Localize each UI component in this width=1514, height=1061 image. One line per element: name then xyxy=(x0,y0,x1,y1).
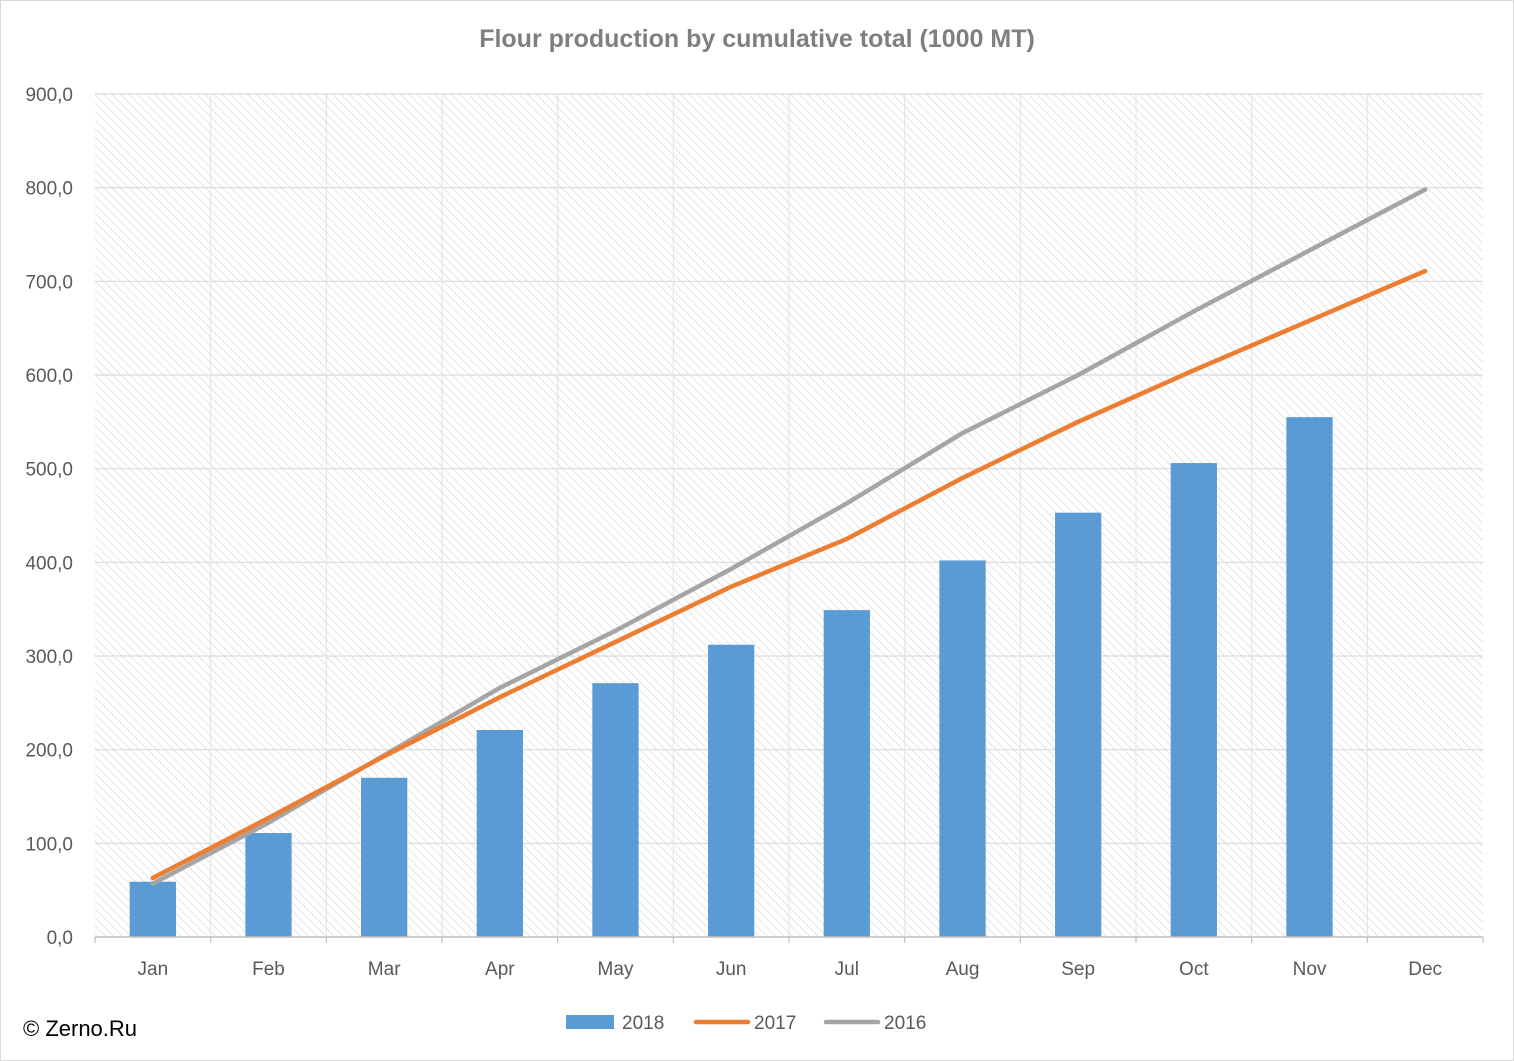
y-tick-label: 200,0 xyxy=(25,741,73,762)
x-tick-label: Apr xyxy=(485,959,515,980)
legend-label-2016: 2016 xyxy=(884,1013,926,1034)
y-tick-label: 0,0 xyxy=(47,928,73,949)
bar-2018 xyxy=(361,777,408,937)
bar-2018 xyxy=(1055,512,1102,937)
bar-2018 xyxy=(939,560,986,937)
legend-item-2018: 2018 xyxy=(566,1013,664,1034)
legend-label-2017: 2017 xyxy=(754,1013,796,1034)
bar-2018 xyxy=(129,881,176,937)
legend-swatch-2018 xyxy=(566,1015,614,1029)
y-tick-label: 100,0 xyxy=(25,834,73,855)
legend-item-2016: 2016 xyxy=(823,1013,926,1034)
line-2017 xyxy=(150,268,1428,881)
x-tick-label: Feb xyxy=(252,959,285,980)
legend-label-2018: 2018 xyxy=(622,1013,664,1034)
bar-2018 xyxy=(1170,463,1217,937)
legend-item-2017: 2017 xyxy=(693,1013,796,1034)
y-tick-label: 300,0 xyxy=(25,647,73,668)
lines xyxy=(150,187,1428,886)
x-tick-label: Dec xyxy=(1408,959,1442,980)
bar-2018 xyxy=(245,833,292,937)
x-tick-label: Jan xyxy=(138,959,169,980)
x-tick-label: Jul xyxy=(835,959,859,980)
bar-2018 xyxy=(708,644,755,937)
chart-title: Flour production by cumulative total (10… xyxy=(479,25,1035,53)
y-tick-label: 600,0 xyxy=(25,366,73,387)
y-tick-label: 500,0 xyxy=(25,460,73,481)
axes: 0,0 100,0 200,0 300,0 400,0 500,0 600,0 700,0 80… xyxy=(25,85,1484,980)
y-tick-label: 900,0 xyxy=(25,85,73,106)
x-tick-label: Nov xyxy=(1293,959,1327,980)
bars-2018 xyxy=(129,417,1333,937)
x-tick-label: Jun xyxy=(716,959,747,980)
x-tick-label: Oct xyxy=(1179,959,1209,980)
bar-2018 xyxy=(476,729,523,937)
y-tick-label: 400,0 xyxy=(25,553,73,574)
x-tick-label: Mar xyxy=(368,959,401,980)
y-tick-label: 700,0 xyxy=(25,272,73,293)
y-tick-label: 800,0 xyxy=(25,179,73,200)
bar-2018 xyxy=(1286,417,1333,937)
x-tick-label: Sep xyxy=(1061,959,1095,980)
copyright-text: © Zerno.Ru xyxy=(23,1016,138,1041)
x-tick-label: May xyxy=(598,959,634,980)
legend: 2018 2017 2016 xyxy=(566,1013,926,1034)
x-tick-label: Aug xyxy=(946,959,980,980)
bar-2018 xyxy=(592,683,639,937)
bar-2018 xyxy=(823,610,870,937)
